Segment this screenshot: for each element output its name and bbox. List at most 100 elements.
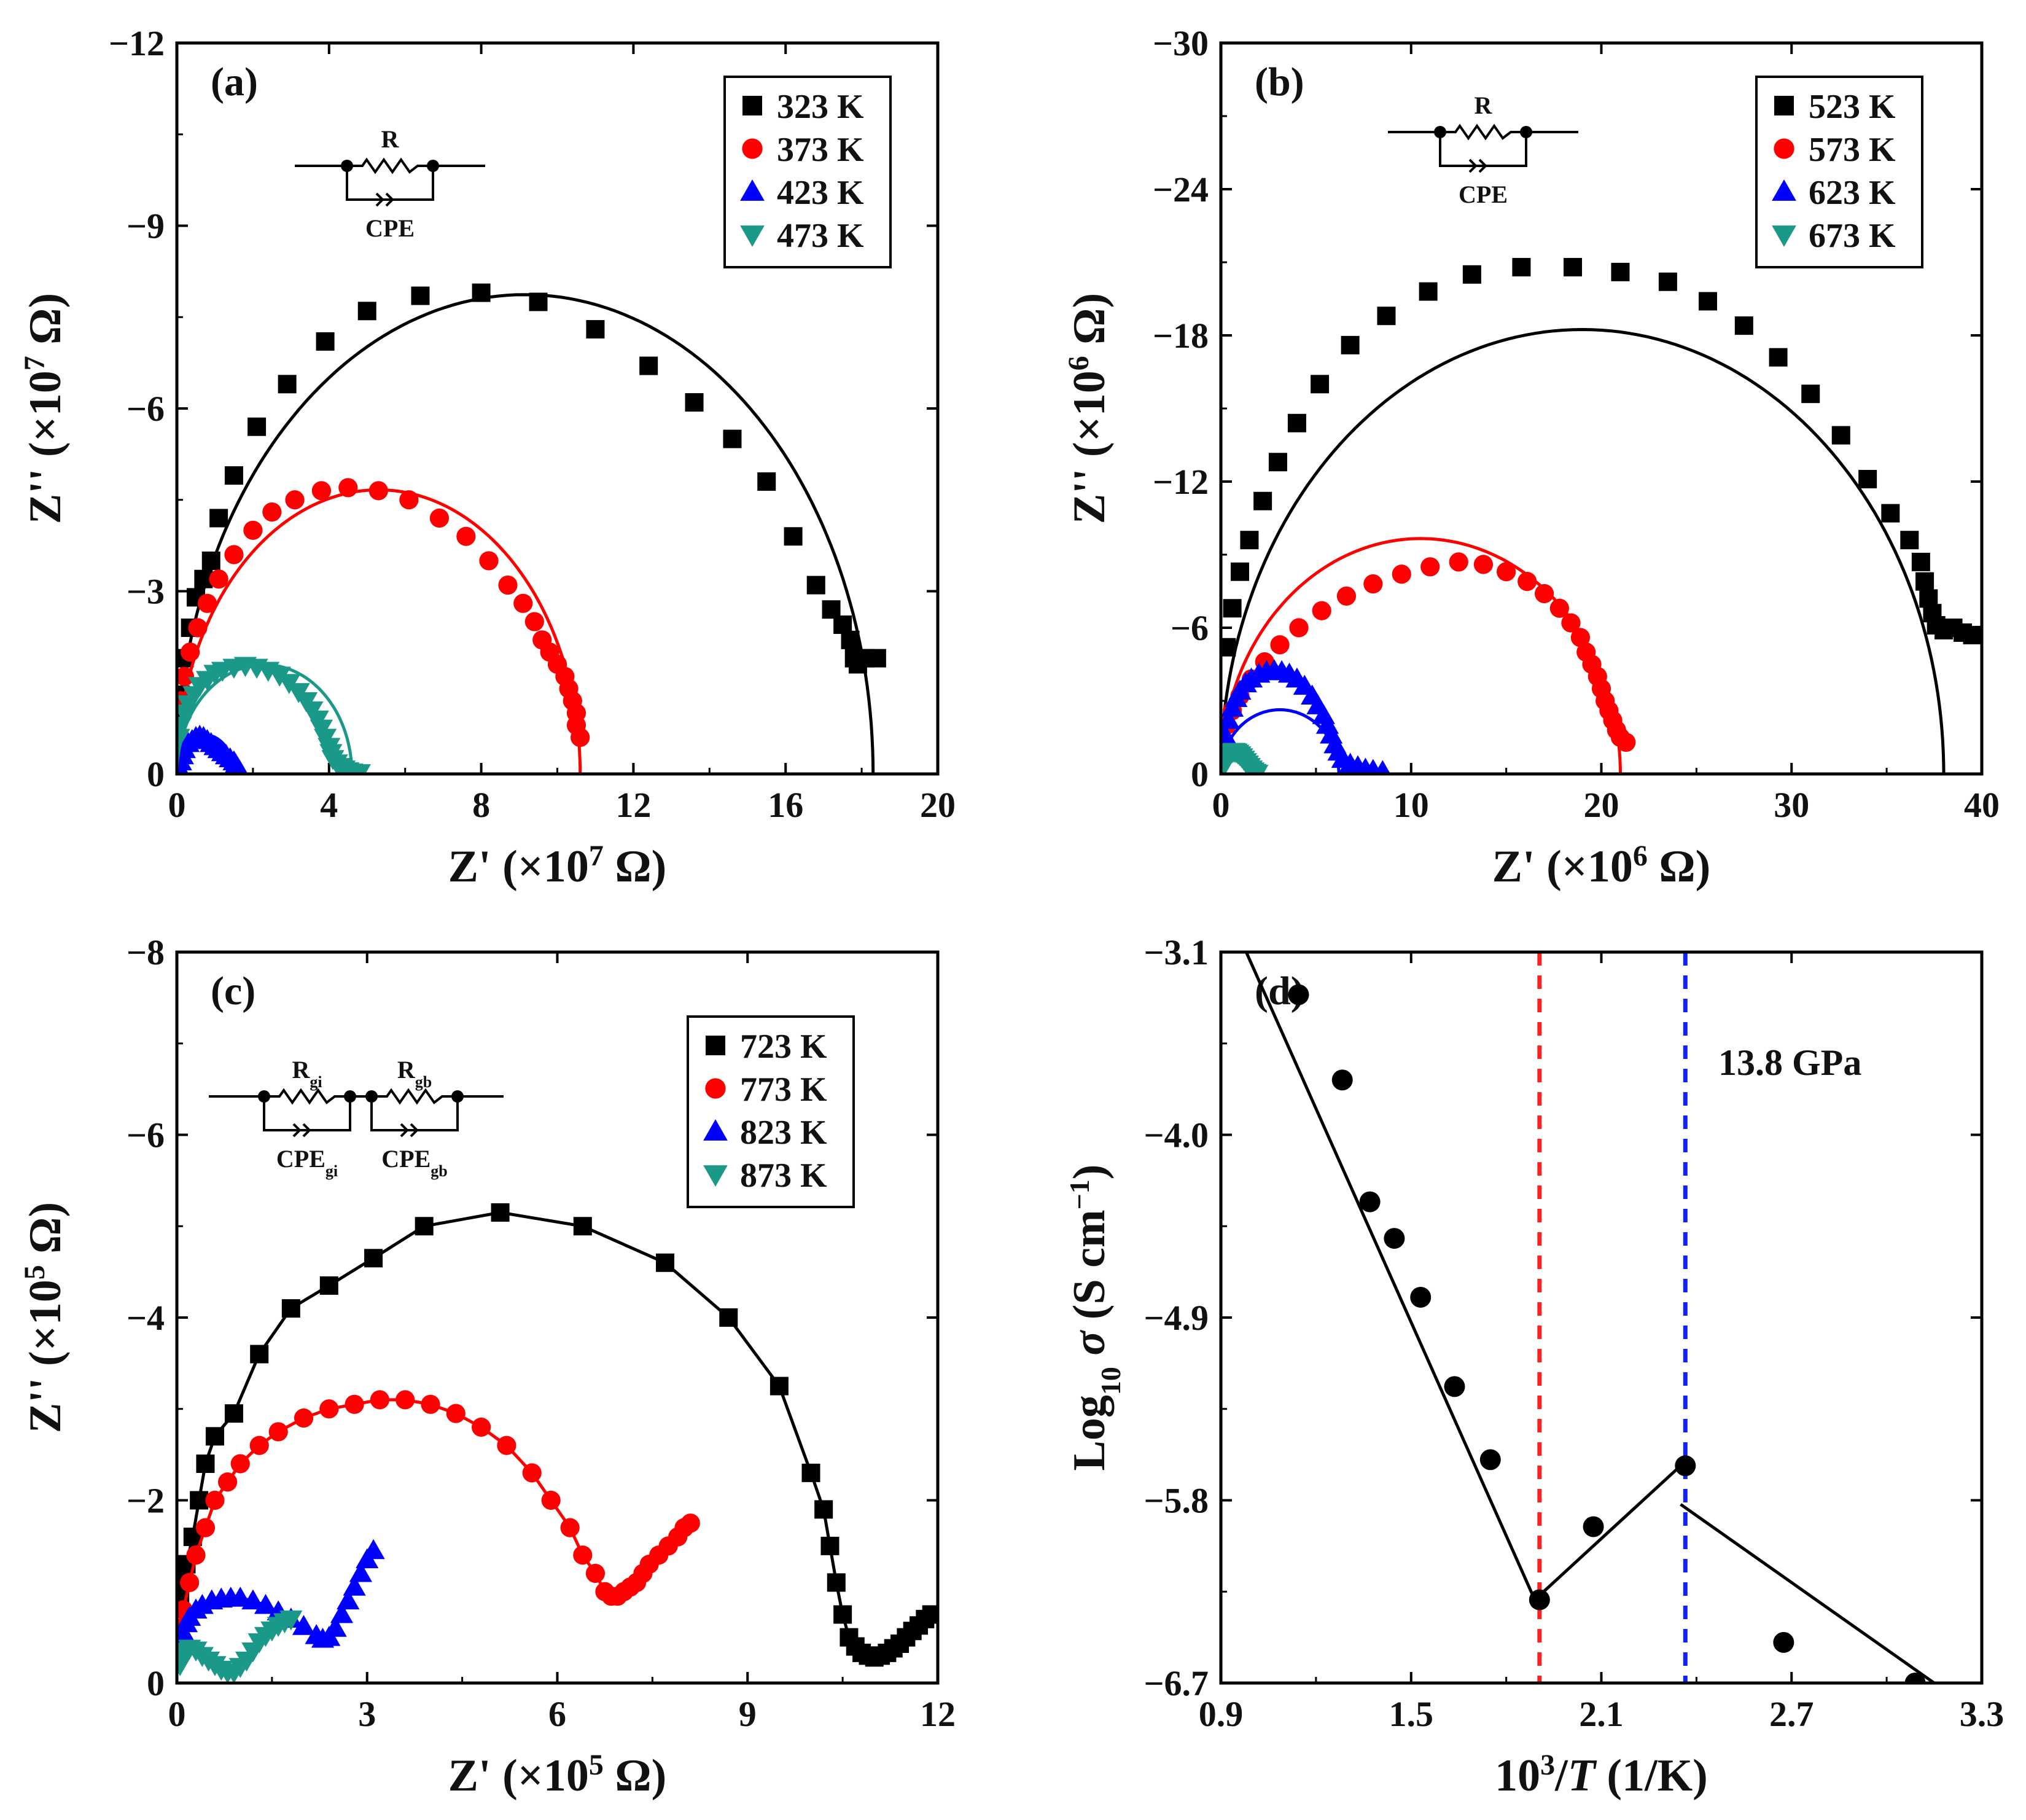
data-point: [1915, 572, 1934, 591]
y-tick-label: −4: [127, 1298, 165, 1338]
y-label-main: Z'' (×10: [1064, 370, 1115, 524]
x-tick-label: 0: [1212, 785, 1230, 825]
y-tick-label: −6: [127, 1115, 165, 1155]
legend-marker: [1772, 225, 1796, 247]
cpe-text: CPE: [1459, 181, 1508, 208]
y-axis-label: Z'' (×106 Ω): [1062, 293, 1115, 524]
x-tick-label: 0.9: [1199, 1694, 1244, 1734]
y-tick-label: −4.9: [1144, 1298, 1209, 1338]
data-point: [180, 1572, 200, 1592]
data-point: [1419, 282, 1438, 301]
y-tick-label: −12: [1153, 462, 1209, 502]
data-point: [1561, 613, 1581, 633]
x-label-tail: (1/K): [1595, 1751, 1708, 1801]
data-point: [1336, 586, 1357, 606]
resistor-text: R: [397, 1056, 416, 1084]
x-label-main: Z' (×10: [448, 1751, 589, 1801]
data-point: [1963, 625, 1982, 644]
x-tick-label: 9: [739, 1694, 757, 1734]
y-tick-label: −12: [109, 23, 165, 63]
x-tick-label: 0: [168, 785, 186, 825]
series-873-K: [177, 1610, 303, 1683]
resistor-label: R: [381, 125, 400, 153]
x-tick-label: 40: [1964, 785, 2000, 825]
x-label-exp: 7: [589, 840, 604, 872]
legend-label: 673 K: [1809, 217, 1896, 255]
data-point: [1549, 598, 1569, 618]
legend-marker: [705, 1078, 726, 1099]
x-axis-label: Z' (×105 Ω): [448, 1749, 667, 1802]
data-point: [867, 649, 886, 668]
fit-curve: [1221, 327, 1946, 774]
data-point: [1904, 1673, 1926, 1683]
data-point: [205, 1427, 224, 1446]
cpe-symbol: [1468, 158, 1487, 173]
legend-marker: [703, 1165, 728, 1187]
y-tick-label: −6: [127, 389, 165, 429]
y-tick-label: −6: [1171, 608, 1209, 648]
panel-c: 0 3 6 9 120−2−4−6−8(c)Z' (×105 Ω)Z'' (×105 Ω…: [18, 932, 956, 1801]
legend-marker: [740, 179, 765, 201]
x-tick-label: 6: [548, 1694, 566, 1734]
equivalent-circuit: R CPE: [295, 125, 485, 242]
legend-label: 573 K: [1809, 131, 1896, 169]
legend-marker: [742, 138, 763, 159]
series-423-K: [177, 724, 248, 774]
data-point: [177, 716, 192, 737]
data-point: [1374, 760, 1391, 774]
y-label-main: Z'' (×10: [20, 1279, 71, 1433]
data-point: [1384, 1228, 1405, 1249]
data-point: [241, 1589, 265, 1610]
data-point: [357, 302, 376, 321]
resistor-text: R: [1475, 92, 1493, 119]
data-point: [1287, 413, 1306, 432]
legend-marker: [742, 96, 762, 115]
data-point: [368, 481, 388, 501]
x-tick-label: 30: [1774, 785, 1809, 825]
x-tick-label: 20: [1584, 785, 1619, 825]
data-point: [1331, 1069, 1353, 1091]
x-tick-label: 3: [358, 1694, 376, 1734]
y-tick-label: −5.8: [1144, 1481, 1209, 1521]
data-point: [472, 283, 491, 302]
data-point: [197, 593, 217, 613]
data-point: [1377, 307, 1396, 326]
y-tick-label: 0: [147, 1663, 165, 1703]
data-point: [1570, 628, 1591, 647]
data-point: [541, 1490, 561, 1510]
resistor-symbol: [372, 1088, 458, 1105]
data-point: [1534, 584, 1554, 604]
plot-area: [1245, 952, 1936, 1683]
cpe-symbol: [400, 1123, 419, 1138]
data-point: [1611, 262, 1630, 281]
fit-line: [1533, 1464, 1682, 1601]
data-point: [209, 509, 228, 528]
data-point: [1311, 375, 1330, 394]
x-label-tail: Ω): [1648, 842, 1710, 892]
fit-curve: [178, 1211, 933, 1659]
data-point: [1240, 531, 1259, 550]
data-point: [1230, 562, 1249, 581]
data-point: [1497, 562, 1516, 582]
y-tick-label: −18: [1153, 316, 1209, 356]
data-point: [224, 545, 244, 564]
y-tick-label: −2: [127, 1481, 165, 1521]
data-point: [446, 1404, 466, 1423]
data-point: [1473, 555, 1494, 574]
data-point: [399, 490, 419, 510]
data-point: [524, 612, 544, 631]
x-label-b: /: [1554, 1751, 1568, 1801]
plot-frame: [175, 41, 940, 776]
y-tick-label: 0: [1191, 754, 1209, 794]
data-point: [1858, 470, 1877, 489]
data-point: [472, 1417, 491, 1437]
plot-frame: [1219, 950, 1984, 1685]
data-point: [757, 472, 776, 491]
x-tick-label: 3.3: [1960, 1694, 2005, 1734]
data-point: [1221, 638, 1236, 657]
data-point: [814, 1500, 833, 1519]
y-tick-label: −4.0: [1144, 1115, 1209, 1155]
data-point: [571, 727, 590, 748]
